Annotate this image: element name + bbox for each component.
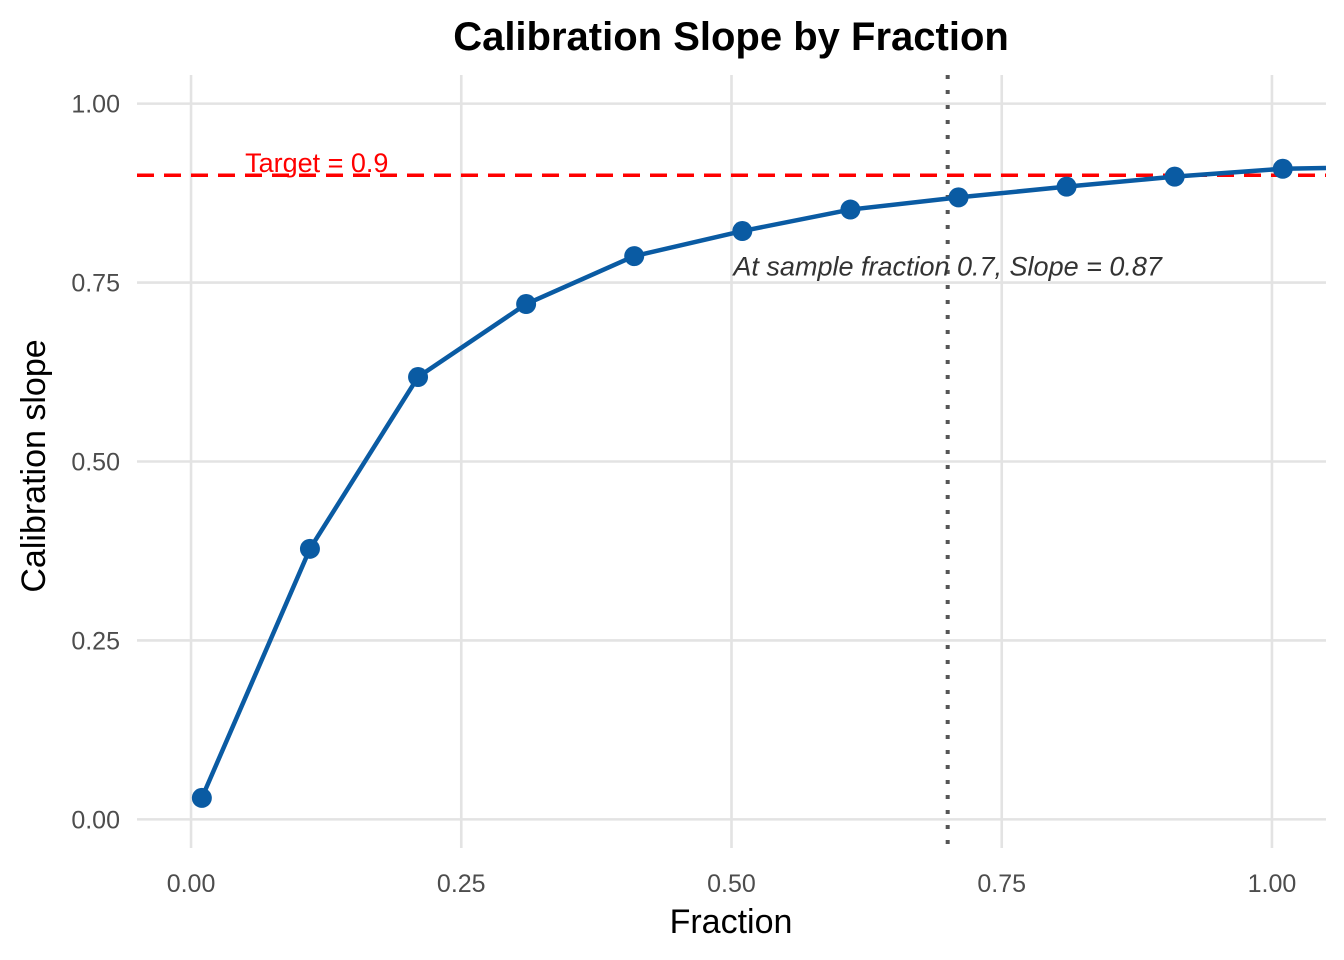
chart-title: Calibration Slope by Fraction — [453, 15, 1009, 59]
y-tick-label: 0.00 — [71, 806, 120, 834]
y-tick-label: 1.00 — [71, 91, 120, 119]
x-axis-label: Fraction — [670, 903, 793, 941]
y-tick-label: 0.75 — [71, 270, 120, 298]
annotation-text: At sample fraction 0.7, Slope = 0.87 — [731, 251, 1162, 281]
data-point — [408, 367, 429, 388]
data-point — [516, 294, 537, 315]
data-point — [948, 187, 969, 208]
y-tick-label: 0.25 — [71, 627, 120, 655]
data-point — [732, 221, 753, 242]
data-point — [191, 787, 212, 808]
data-point — [1164, 166, 1185, 187]
data-point — [840, 199, 861, 220]
y-axis-label: Calibration slope — [15, 339, 53, 592]
x-tick-label: 1.00 — [1248, 870, 1297, 898]
x-tick-label: 0.25 — [437, 870, 486, 898]
data-point — [1272, 158, 1293, 179]
x-tick-label: 0.50 — [707, 870, 756, 898]
x-tick-label: 0.75 — [977, 870, 1026, 898]
reference-lines — [137, 75, 1326, 848]
data-point — [1056, 176, 1077, 197]
y-tick-label: 0.50 — [71, 449, 120, 477]
x-tick-label: 0.00 — [167, 870, 216, 898]
series-layer — [191, 158, 1327, 808]
data-point — [299, 538, 320, 559]
tick-labels: 0.00 0.25 0.50 0.75 1.00 0.00 0.25 0.50 0.75 1.00 — [71, 91, 1296, 898]
grid-layer — [137, 75, 1326, 848]
target-label: Target = 0.9 — [245, 148, 388, 178]
series-line — [199, 165, 1327, 799]
data-point — [624, 246, 645, 267]
